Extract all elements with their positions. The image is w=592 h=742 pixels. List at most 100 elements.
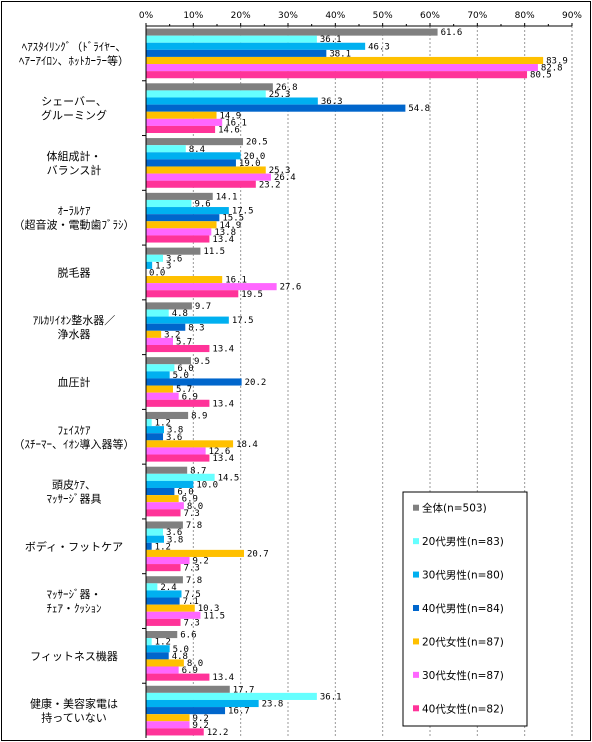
data-label: 38.1 — [329, 49, 351, 59]
data-label: 5.0 — [173, 645, 189, 655]
bar — [146, 685, 230, 693]
bar — [146, 192, 213, 200]
bar — [146, 564, 181, 572]
data-label: 80.5 — [530, 71, 552, 81]
bar — [146, 426, 164, 434]
data-label: 6.9 — [182, 666, 198, 676]
data-label: 8.7 — [190, 466, 206, 476]
bar — [146, 509, 181, 517]
data-label: 25.3 — [269, 166, 291, 176]
bar — [146, 83, 273, 91]
bar — [146, 590, 182, 598]
data-label: 14.9 — [220, 111, 242, 121]
bar — [146, 104, 406, 112]
bar — [146, 138, 244, 146]
bar — [146, 721, 190, 729]
bar — [146, 728, 204, 736]
category-label: ﾏｯｻｰｼﾞ器具 — [47, 493, 102, 506]
bar — [146, 659, 184, 667]
data-label: 1.3 — [155, 261, 171, 271]
data-label: 3.6 — [166, 254, 182, 264]
data-label: 14.1 — [216, 192, 238, 202]
bar — [146, 111, 217, 119]
data-label: 23.8 — [262, 700, 284, 710]
bar — [146, 528, 164, 536]
data-label: 3.2 — [164, 330, 180, 340]
bar — [146, 309, 169, 317]
bar — [146, 71, 528, 79]
bar — [146, 714, 190, 722]
bar — [146, 473, 215, 481]
bar — [146, 214, 220, 222]
x-tick-label: 70% — [467, 11, 487, 21]
legend-label: 全体(n=503) — [422, 502, 487, 515]
data-label: 10.3 — [198, 604, 220, 614]
bar — [146, 433, 164, 441]
category-label: バランス計 — [47, 163, 102, 177]
data-label: 19.0 — [239, 159, 261, 169]
bar — [146, 28, 438, 36]
data-label: 14.9 — [220, 221, 242, 231]
bar — [146, 344, 210, 353]
bar — [146, 276, 223, 284]
data-label: 9.6 — [194, 200, 210, 210]
bar — [146, 611, 201, 619]
bar — [146, 199, 192, 208]
bar — [146, 64, 538, 72]
category-label: 血圧計 — [58, 375, 91, 389]
x-axis-ticks: 0% 10% 20% 30% 40% 50% 60% 70% 80% 90% — [139, 11, 583, 21]
data-label: 3.8 — [167, 426, 183, 436]
bar — [146, 207, 229, 215]
data-label: 5.0 — [173, 371, 189, 381]
axes — [142, 23, 573, 738]
data-label: 9.7 — [195, 302, 211, 312]
bar — [146, 330, 162, 338]
data-label: 9.2 — [193, 721, 209, 731]
data-label: 54.8 — [408, 104, 430, 114]
data-label: 7.3 — [184, 618, 200, 628]
data-label: 23.2 — [259, 180, 281, 190]
legend-label: 30代女性(n=87) — [422, 669, 504, 682]
data-label: 13.4 — [212, 673, 234, 683]
bar — [146, 228, 212, 236]
legend-swatch — [413, 638, 419, 645]
category-label: ｵｰﾗﾙｹｱ — [58, 205, 91, 218]
bar — [146, 487, 175, 496]
data-label: 1.2 — [155, 419, 171, 429]
bar — [146, 235, 210, 243]
legend-box — [402, 491, 528, 727]
bar — [146, 707, 226, 715]
bar — [146, 56, 544, 65]
bar — [146, 35, 317, 43]
x-tick-label: 80% — [515, 11, 535, 21]
data-label: 14.5 — [218, 473, 240, 483]
category-label: 浄水器 — [58, 327, 91, 341]
data-label: 9.2 — [193, 714, 209, 724]
data-label: 26.4 — [274, 173, 296, 183]
legend-label: 30代男性(n=80) — [422, 569, 504, 582]
bar — [146, 454, 210, 462]
data-label: 12.6 — [209, 447, 231, 457]
bar — [146, 302, 192, 310]
category-label: 持っていない — [41, 711, 106, 725]
category-label: 脱毛器 — [58, 265, 91, 279]
data-label: 7.3 — [184, 509, 200, 519]
bar — [146, 180, 256, 188]
data-label: 16.1 — [225, 276, 247, 286]
category-label: ﾌｪｲｽｹｱ — [58, 424, 91, 437]
bar — [146, 316, 229, 324]
bar — [146, 638, 152, 646]
bar — [146, 618, 181, 626]
bar — [146, 645, 170, 653]
data-label: 5.7 — [176, 385, 192, 395]
bar — [146, 323, 186, 331]
category-label: 健康・美容家電は — [30, 697, 118, 711]
bar — [146, 399, 210, 407]
bar — [146, 254, 164, 262]
value-labels: 61.636.146.338.183.982.880.526.825.336.3… — [149, 28, 568, 738]
data-label: 3.8 — [167, 535, 183, 545]
data-label: 13.4 — [212, 454, 234, 464]
bar — [146, 371, 170, 379]
bar — [146, 576, 183, 584]
data-label: 17.5 — [232, 207, 254, 217]
